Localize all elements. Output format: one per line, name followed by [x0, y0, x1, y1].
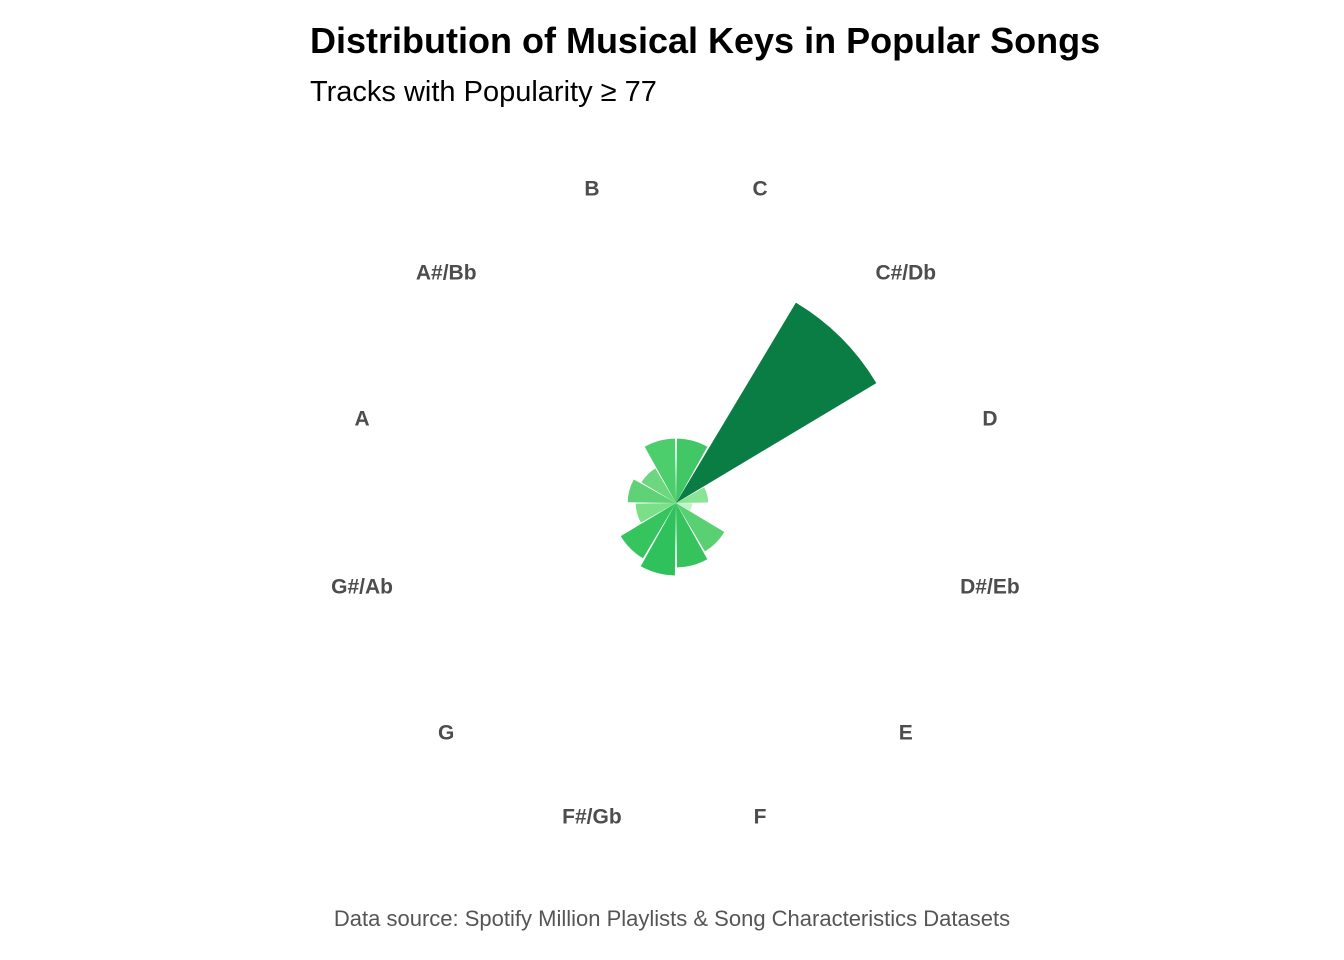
- wedge-f-sharp-gb: [640, 503, 676, 576]
- wedge-g: [620, 503, 676, 559]
- wedge-c-sharp-db: [676, 302, 877, 503]
- key-label-f-sharp-gb: F#/Gb: [562, 805, 622, 828]
- wedge-d: [676, 487, 709, 503]
- key-label-a: A: [355, 407, 370, 430]
- key-label-d-sharp-eb: D#/Eb: [960, 576, 1020, 599]
- key-label-b: B: [584, 178, 599, 201]
- key-label-c: C: [753, 178, 768, 201]
- key-label-g-sharp-ab: G#/Ab: [331, 576, 393, 599]
- key-label-e: E: [899, 721, 913, 744]
- key-label-f: F: [754, 805, 767, 828]
- key-label-group: C C#/Db D D#/Eb E F F#/Gb G G#/Ab A A#/Bb B: [331, 178, 1019, 829]
- key-label-a-sharp-bb: A#/Bb: [416, 262, 477, 285]
- wedge-f: [676, 503, 708, 568]
- chart-subtitle: Tracks with Popularity ≥ 77: [310, 76, 657, 108]
- wedge-b: [644, 438, 676, 503]
- wedge-a-sharp-bb: [641, 468, 676, 503]
- wedge-d-sharp-eb: [676, 503, 693, 511]
- wedge-a: [627, 479, 676, 503]
- wedge-group: [620, 302, 877, 576]
- data-source-caption: Data source: Spotify Million Playlists &…: [333, 906, 1011, 931]
- chart-title: Distribution of Musical Keys in Popular …: [310, 20, 1101, 61]
- wedge-g-sharp-ab: [635, 503, 676, 523]
- key-label-g: G: [438, 721, 454, 744]
- key-label-c-sharp-db: C#/Db: [875, 262, 936, 285]
- key-label-d: D: [982, 407, 997, 430]
- wedge-e: [676, 503, 725, 552]
- wedge-c: [676, 438, 708, 503]
